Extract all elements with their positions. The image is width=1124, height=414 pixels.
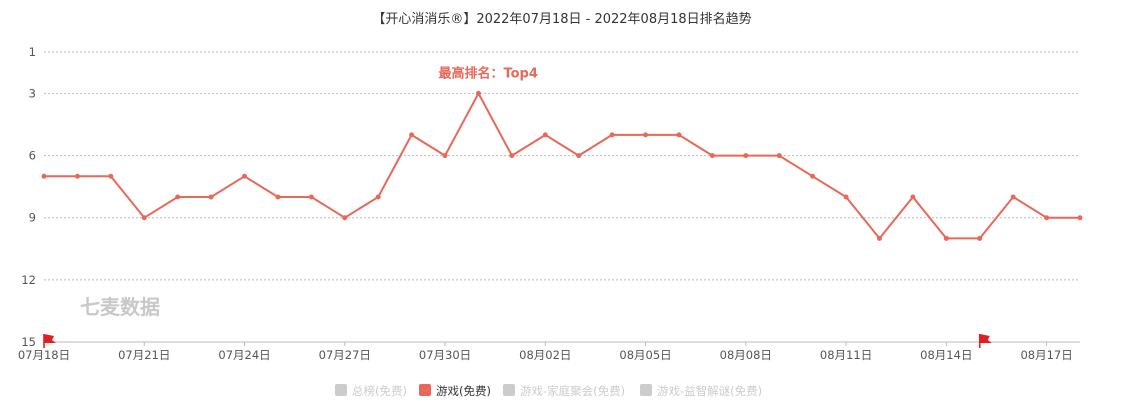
data-point: [843, 194, 849, 200]
data-point: [208, 194, 214, 200]
data-point: [375, 194, 381, 200]
legend-label: 游戏(免费): [436, 384, 491, 398]
x-tick-label: 08月08日: [720, 348, 772, 362]
x-tick-label: 08月05日: [619, 348, 671, 362]
legend-item[interactable]: 游戏-家庭聚会(免费): [503, 384, 625, 398]
flag-cloth: [979, 334, 992, 343]
data-point: [1010, 194, 1016, 200]
series-layer: [41, 90, 1083, 241]
data-point: [41, 173, 47, 179]
legend-item[interactable]: 游戏(免费): [419, 384, 491, 398]
data-point: [409, 132, 415, 138]
data-point: [275, 194, 281, 200]
legend-swatch: [503, 384, 515, 396]
red-flag-icon: [978, 334, 992, 348]
data-point: [342, 215, 348, 221]
series-line: [44, 92, 1080, 240]
x-tick-label: 07月24日: [218, 348, 270, 362]
data-point: [776, 153, 782, 159]
x-axis: 07月18日 07月21日 07月24日 07月27日 07月30日 08月02日 08月0…: [18, 341, 1080, 362]
legend-label: 游戏-家庭聚会(免费): [520, 384, 625, 398]
legend-swatch: [419, 384, 431, 396]
data-point: [977, 235, 983, 241]
annotation-layer: 最高排名：Top4: [438, 65, 537, 81]
y-axis: 1 3 6 9 12 15: [21, 45, 36, 349]
data-point: [242, 173, 248, 179]
grid-lines: [44, 51, 1080, 281]
data-point: [576, 153, 582, 159]
x-tick-label: 07月27日: [319, 348, 371, 362]
data-point: [442, 153, 448, 159]
y-tick-label: 12: [21, 273, 36, 287]
data-point: [542, 132, 548, 138]
legend: 总榜(免费) 游戏(免费) 游戏-家庭聚会(免费) 游戏-益智解谜(免费): [335, 384, 762, 398]
data-point: [1077, 215, 1083, 221]
chart-title: 【开心消消乐®】2022年07月18日 - 2022年08月18日排名趋势: [372, 11, 751, 27]
data-point: [643, 132, 649, 138]
x-tick-label: 08月11日: [820, 348, 872, 362]
red-flag-icon: [43, 334, 56, 348]
y-tick-label: 1: [29, 45, 36, 59]
data-point: [676, 132, 682, 138]
data-point: [475, 90, 481, 96]
legend-swatch: [640, 384, 652, 396]
legend-item[interactable]: 游戏-益智解谜(免费): [640, 384, 762, 398]
legend-label: 总榜(免费): [352, 384, 407, 398]
watermark: 七麦数据: [80, 295, 160, 319]
data-point: [743, 153, 749, 159]
data-point: [108, 173, 114, 179]
legend-label: 游戏-益智解谜(免费): [657, 384, 762, 398]
best-rank-annotation: 最高排名：Top4: [438, 65, 537, 81]
legend-item[interactable]: 总榜(免费): [335, 384, 407, 398]
y-tick-label: 15: [21, 335, 36, 349]
x-tick-label: 08月17日: [1020, 348, 1072, 362]
x-tick-label: 07月30日: [419, 348, 471, 362]
data-point: [943, 235, 949, 241]
data-point: [308, 194, 314, 200]
data-point: [74, 173, 80, 179]
x-tick-label: 07月18日: [18, 348, 70, 362]
y-tick-label: 6: [29, 149, 36, 163]
data-point: [910, 194, 916, 200]
x-tick-label: 08月14日: [920, 348, 972, 362]
y-tick-label: 9: [29, 211, 36, 225]
flag-cloth: [44, 334, 56, 343]
data-point: [609, 132, 615, 138]
x-tick-label: 08月02日: [519, 348, 571, 362]
y-tick-label: 3: [29, 86, 36, 100]
legend-swatch: [335, 384, 347, 396]
x-tick-label: 07月21日: [118, 348, 170, 362]
data-point: [1044, 215, 1050, 221]
flag-layer: [43, 334, 992, 348]
data-point: [876, 235, 882, 241]
data-point: [709, 153, 715, 159]
data-point: [509, 153, 515, 159]
data-point: [175, 194, 181, 200]
data-point: [810, 173, 816, 179]
data-point: [141, 215, 147, 221]
